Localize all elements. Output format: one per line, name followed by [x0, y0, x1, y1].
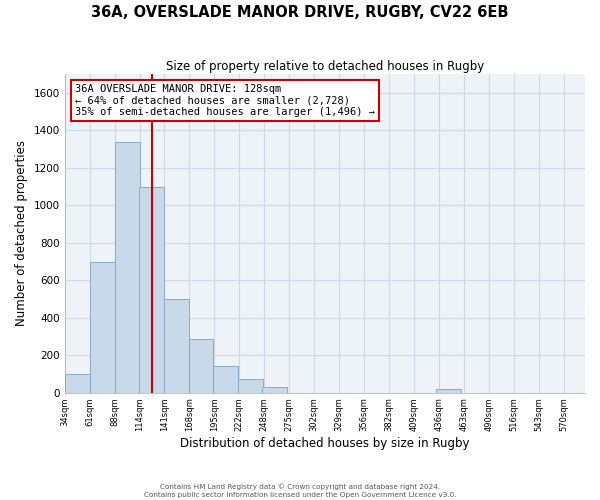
- Bar: [262, 387, 287, 392]
- Bar: [65, 374, 89, 392]
- Bar: [436, 389, 461, 392]
- Bar: [238, 378, 263, 392]
- Text: 36A OVERSLADE MANOR DRIVE: 128sqm
← 64% of detached houses are smaller (2,728)
3: 36A OVERSLADE MANOR DRIVE: 128sqm ← 64% …: [75, 84, 375, 117]
- Bar: [214, 366, 238, 392]
- Bar: [89, 262, 115, 392]
- Bar: [139, 186, 164, 392]
- Bar: [164, 299, 188, 392]
- Bar: [188, 340, 214, 392]
- Text: 36A, OVERSLADE MANOR DRIVE, RUGBY, CV22 6EB: 36A, OVERSLADE MANOR DRIVE, RUGBY, CV22 …: [91, 5, 509, 20]
- Bar: [115, 142, 140, 392]
- Text: Contains HM Land Registry data © Crown copyright and database right 2024.
Contai: Contains HM Land Registry data © Crown c…: [144, 484, 456, 498]
- X-axis label: Distribution of detached houses by size in Rugby: Distribution of detached houses by size …: [180, 437, 470, 450]
- Title: Size of property relative to detached houses in Rugby: Size of property relative to detached ho…: [166, 60, 484, 73]
- Y-axis label: Number of detached properties: Number of detached properties: [15, 140, 28, 326]
